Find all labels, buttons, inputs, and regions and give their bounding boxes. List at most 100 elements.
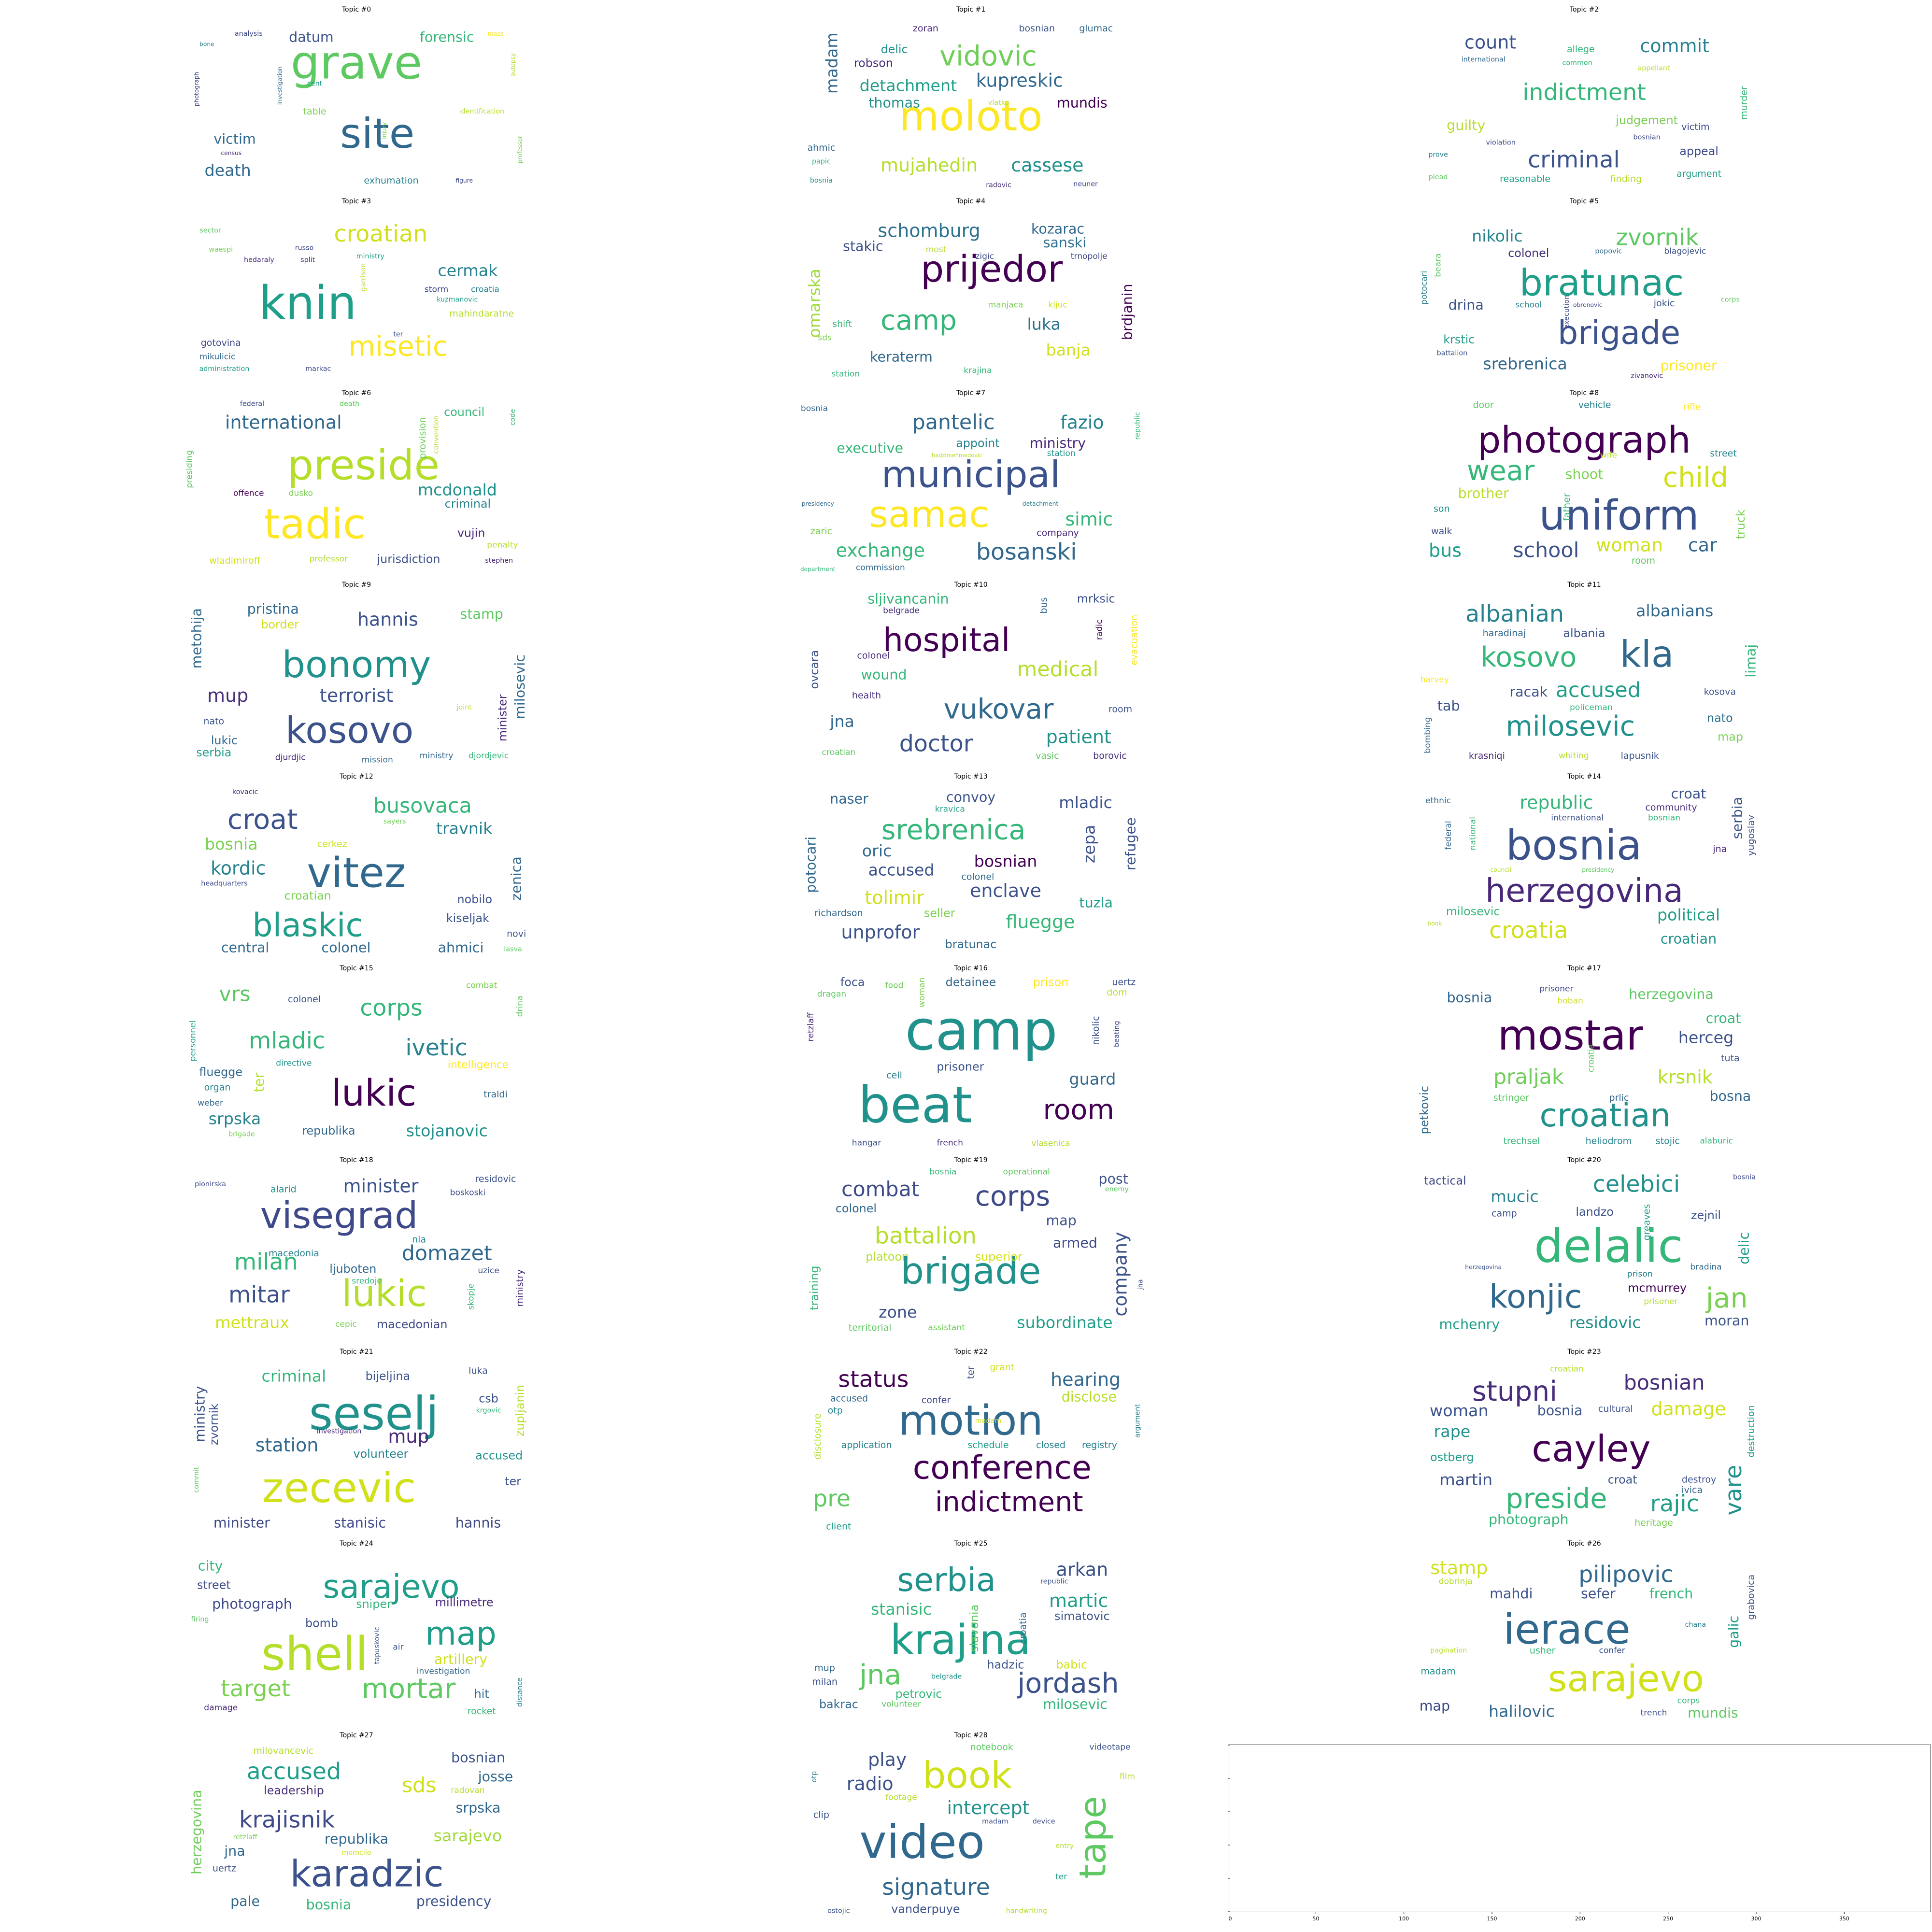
cloud-word: belgrade [931,1673,962,1680]
cloud-word: croat [1608,1473,1637,1487]
cloud-word: criminal [1528,147,1620,173]
cloud-word: application [841,1440,892,1450]
topic-panel: Topic #27 karadzic krajisnik accused sds milo… [183,1732,530,1915]
cloud-word: madam [982,1818,1008,1826]
topic-title: Topic #16 [954,965,988,972]
cloud-word: federal [1444,821,1453,850]
cloud-word: vukovar [944,693,1054,725]
cloud-word: table [303,106,327,117]
topic-title: Topic #13 [954,773,988,781]
word-cloud: video book tape signature intercept play radio… [810,1742,1135,1915]
cloud-word: republic [1520,792,1593,813]
cloud-word: video [859,1816,985,1869]
cloud-word: mettraux [215,1313,289,1332]
cloud-word: map [1718,730,1743,744]
cloud-word: mahdi [1490,1586,1533,1602]
cloud-word: mucic [1491,1187,1538,1206]
cloud-word: census [221,150,242,156]
cloud-word: woman [917,978,927,1008]
cloud-word: terrorist [320,685,393,706]
cloud-word: minister [496,694,509,741]
cloud-word: convention [433,415,440,454]
cloud-word: retzlaff [233,1833,258,1841]
cloud-word: moloto [899,93,1043,141]
cloud-word: oric [862,841,892,860]
topic-title: Topic #5 [1569,198,1599,205]
word-cloud: visegrad lukic milan mitar domazet minister me… [195,1174,525,1332]
cloud-word: racak [1509,684,1548,700]
cloud-word: photograph [1489,1511,1569,1527]
cloud-word: martic [1049,1590,1108,1611]
cloud-word: kosova [1704,687,1736,697]
cloud-word: stamp [1430,1557,1488,1578]
cloud-word: death [205,161,251,180]
cloud-word: battalion [1437,350,1468,357]
cloud-word: council [444,405,484,419]
cloud-word: ministry [1030,435,1086,451]
cloud-word: hearing [1051,1369,1121,1390]
cloud-word: domazet [402,1241,492,1265]
cloud-word: boskoski [450,1188,486,1198]
cloud-word: pionirska [195,1180,226,1188]
cloud-word: croatia [1018,1612,1028,1644]
cloud-word: handwriting [1006,1907,1047,1915]
cloud-word: metohija [188,608,204,668]
cloud-word: enclave [970,880,1041,901]
topic-title: Topic #15 [340,965,373,972]
cloud-word: colonel [288,994,321,1005]
topic-panel: Topic #21 seselj zecevic criminal bijeljina l… [183,1348,530,1532]
topic-panel: Topic #9 bonomy kosovo hannis terrorist mup pr… [183,581,530,765]
cloud-word: investigation [277,66,284,105]
cloud-word: jokic [1653,298,1675,309]
cloud-word: damage [204,1703,238,1713]
cloud-word: exchange [836,540,925,561]
cloud-word: headquarters [201,880,247,888]
cloud-word: sarajevo [1548,1657,1704,1700]
cloud-word: storm [425,284,448,294]
cloud-word: galic [1726,1616,1742,1648]
cloud-word: heliodrom [1586,1136,1632,1147]
cloud-word: photograph [212,1596,292,1612]
cloud-word: videotape [1089,1743,1130,1752]
cloud-word: mikulicic [199,352,236,362]
cloud-word: colonel [321,940,370,956]
cloud-word: manjaca [988,300,1023,310]
cloud-word: dusko [289,488,313,498]
topic-title: Topic #17 [1567,965,1601,972]
cloud-word: street [1710,448,1737,459]
cloud-word: hannis [455,1515,501,1531]
cloud-word: madam [823,32,841,94]
cloud-word: murder [1739,86,1749,120]
cloud-word: uertz [213,1863,236,1874]
cloud-word: praljak [1493,1065,1564,1089]
topic-title: Topic #0 [341,6,371,14]
cloud-word: beat [858,1076,972,1135]
cloud-word: room [1632,555,1655,566]
cloud-word: battalion [875,1223,977,1250]
cloud-word: presidency [1582,867,1614,873]
cloud-word: prisoner [1539,984,1574,994]
topic-title: Topic #2 [1569,6,1599,14]
topic-panel: Topic #25 krajina serbia jordash jna arkan mar… [797,1540,1145,1723]
cloud-word: vlasenica [1031,1138,1070,1148]
cloud-word: appoint [956,437,999,450]
cloud-word: post [1098,1171,1128,1187]
cloud-word: mup [388,1426,429,1447]
cloud-word: bosnia [1733,1174,1756,1181]
cloud-word: kuzmanovic [437,296,478,304]
cloud-word: petkovic [1418,1086,1431,1134]
topic-title: Topic #10 [954,581,988,589]
cloud-word: stanisic [334,1515,386,1531]
cloud-word: vidovic [939,40,1037,72]
cloud-word: detachment [860,76,957,95]
cloud-word: medical [1017,657,1099,682]
cloud-word: guard [1069,1069,1116,1088]
cloud-word: hannis [357,609,418,630]
cloud-word: ter [251,1073,267,1093]
cloud-word: bosnia [929,1167,956,1177]
cloud-word: nobilo [457,893,493,906]
